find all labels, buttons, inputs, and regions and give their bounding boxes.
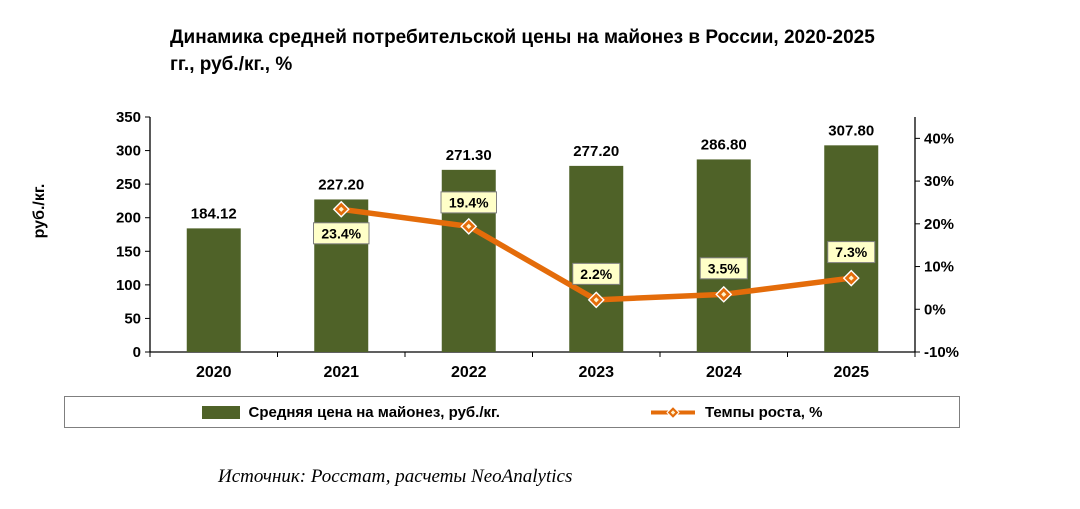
chart-title-line1: Динамика средней потребительской цены на… (170, 27, 875, 48)
right-axis-tick-label: 30% (924, 173, 954, 190)
category-label: 2024 (706, 364, 742, 381)
growth-label: 19.4% (449, 194, 489, 210)
right-axis-tick-label: 0% (924, 301, 946, 318)
growth-marker-center (721, 291, 727, 297)
right-axis-tick-label: -10% (924, 344, 959, 361)
left-axis-tick-label: 50 (124, 310, 141, 327)
category-label: 2022 (451, 364, 487, 381)
growth-label: 23.4% (321, 225, 361, 241)
growth-label: 3.5% (708, 260, 740, 276)
legend-item-price: Средняя цена на майонез, руб./кг. (201, 403, 500, 421)
growth-marker-center (466, 223, 472, 229)
right-axis-tick-label: 10% (924, 259, 954, 276)
growth-label-box (313, 222, 370, 245)
bar-value-label: 271.30 (446, 147, 492, 164)
source-note: Источник: Росстат, расчеты NeoAnalytics (218, 466, 573, 487)
legend: Средняя цена на майонез, руб./кг. Темпы … (64, 396, 960, 428)
growth-label-box (440, 191, 497, 214)
growth-label-box (699, 257, 748, 280)
bar-2024 (696, 159, 751, 352)
growth-marker-center (593, 297, 599, 303)
bar-value-label: 286.80 (701, 136, 747, 153)
right-axis-tick-label: 40% (924, 130, 954, 147)
bar-series-swatch (201, 405, 240, 419)
legend-item-growth: Темпы роста, % (650, 403, 823, 421)
category-label: 2025 (833, 364, 869, 381)
right-axis-tick-label: 20% (924, 216, 954, 233)
chart-title-line2: гг., руб./кг., % (170, 54, 293, 75)
growth-label-box (572, 262, 621, 285)
growth-label-box (827, 241, 876, 264)
left-axis-tick-label: 200 (116, 210, 141, 227)
category-label: 2020 (196, 364, 232, 381)
growth-marker-center (848, 275, 854, 281)
growth-label: 2.2% (580, 266, 612, 282)
legend-label-price: Средняя цена на майонез, руб./кг. (248, 403, 500, 421)
legend-marker-center (670, 409, 676, 415)
bar-value-label: 184.12 (191, 205, 237, 222)
bar-value-label: 227.20 (318, 176, 364, 193)
category-label: 2021 (323, 364, 359, 381)
left-axis-tick-label: 0 (133, 344, 141, 361)
bar-value-label: 307.80 (828, 122, 874, 139)
bar-2020 (186, 228, 241, 352)
bar-2023 (569, 165, 624, 352)
left-axis-tick-label: 100 (116, 277, 141, 294)
left-axis-tick-label: 350 (116, 109, 141, 126)
growth-marker-center (338, 206, 344, 212)
legend-label-growth: Темпы роста, % (704, 403, 823, 421)
chart-title: Динамика средней потребительской цены на… (170, 24, 875, 78)
left-axis-tick-label: 150 (116, 243, 141, 260)
category-label: 2023 (578, 364, 614, 381)
left-axis-tick-label: 300 (116, 143, 141, 160)
line-series-swatch (650, 405, 695, 419)
left-axis-tick-label: 250 (116, 176, 141, 193)
growth-label: 7.3% (835, 244, 867, 260)
bar-value-label: 277.20 (573, 143, 619, 160)
